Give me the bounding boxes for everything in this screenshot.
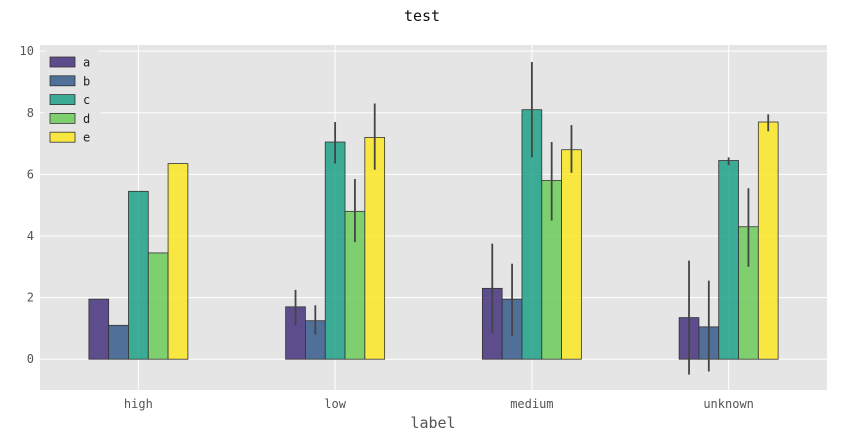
x-tick-label: medium: [510, 397, 553, 411]
bar-e-unknown: [757, 121, 779, 360]
legend-label-a: a: [83, 56, 90, 70]
y-tick-labels: 0 2 4 6 8 10: [20, 44, 34, 366]
bar-d-high: [147, 252, 169, 360]
x-tick-label: low: [324, 397, 346, 411]
y-tick-label: 2: [27, 291, 34, 305]
legend-label-d: d: [83, 112, 90, 126]
legend-swatch-b: [49, 75, 76, 87]
legend-swatch-e: [49, 131, 76, 143]
legend-swatch-d: [49, 113, 76, 124]
legend-label-c: c: [83, 93, 90, 107]
bar-e-medium: [561, 149, 582, 360]
x-tick-label: unknown: [703, 397, 754, 411]
y-tick-label: 4: [27, 229, 34, 243]
bar-e-low: [364, 137, 386, 360]
bar-b-high: [108, 324, 129, 360]
legend-label-b: b: [83, 74, 90, 88]
legend-swatch-a: [49, 56, 76, 68]
legend-label-e: e: [83, 131, 90, 145]
bar-c-high: [128, 190, 149, 360]
x-tick-labels: high low medium unknown: [124, 397, 754, 411]
legend-swatch-c: [49, 94, 76, 105]
bar-c-unknown: [718, 160, 739, 360]
error-bars: [294, 61, 770, 375]
y-tick-label: 0: [27, 352, 34, 366]
x-tick-label: high: [124, 397, 153, 411]
x-axis-label: label: [410, 414, 455, 432]
bar-a-high: [88, 298, 110, 360]
bar-c-low: [324, 141, 346, 360]
chart-title: test: [404, 7, 440, 25]
y-tick-label: 8: [27, 106, 34, 120]
bars: [88, 109, 779, 360]
bar-e-high: [167, 163, 189, 360]
y-tick-label: 10: [20, 44, 34, 58]
y-tick-label: 6: [27, 167, 34, 181]
